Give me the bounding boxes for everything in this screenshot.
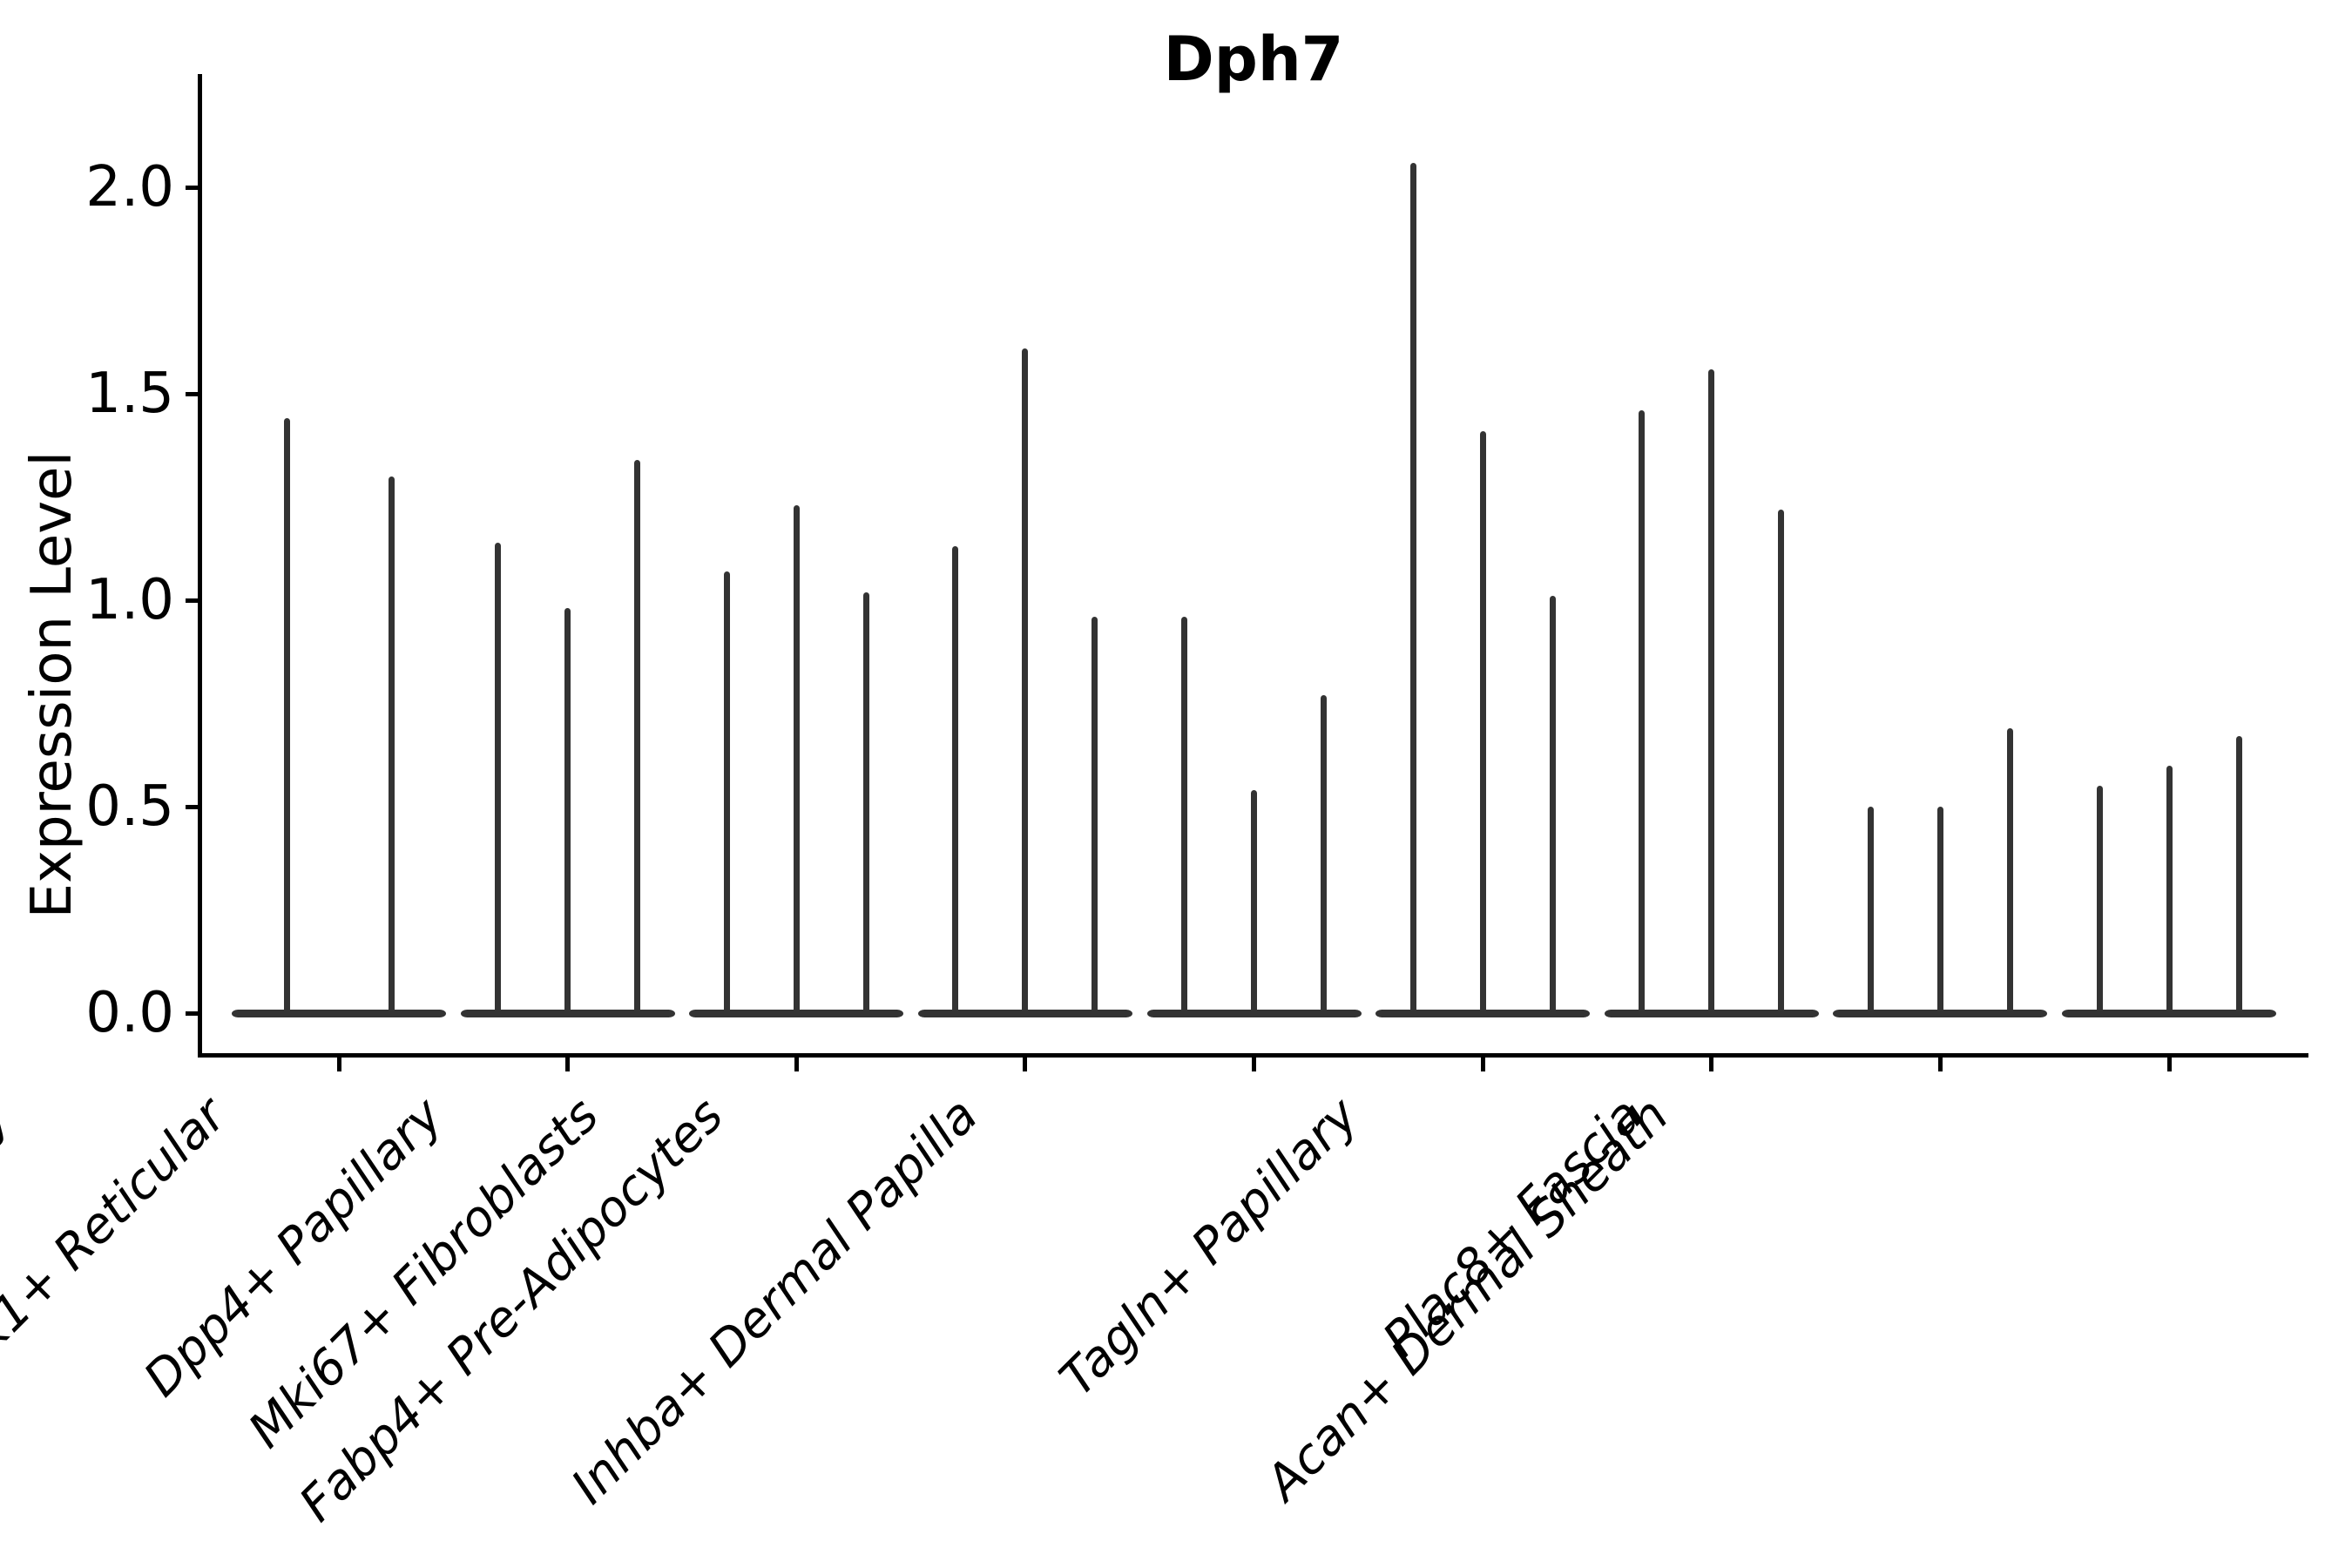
x-tick-mark <box>336 1058 341 1071</box>
x-tick-mark <box>565 1058 571 1071</box>
violin-spike <box>723 571 730 1016</box>
violin-spike <box>1022 348 1029 1016</box>
x-tick-label: Inhba+ Dermal Papilla <box>560 1087 989 1516</box>
x-tick-mark <box>2166 1058 2172 1071</box>
y-tick-label: 2.0 <box>85 155 174 220</box>
x-tick-mark <box>1709 1058 1714 1071</box>
y-axis-label: Expression Level <box>20 450 84 919</box>
violin-spike <box>862 591 869 1016</box>
y-tick-label: 0.5 <box>85 774 174 839</box>
violin-spike <box>1778 509 1785 1016</box>
violin-spike <box>1181 616 1188 1016</box>
violin-base <box>232 1009 446 1017</box>
violin-spike <box>1092 616 1098 1016</box>
y-tick-mark <box>186 804 199 809</box>
violin-spike <box>952 546 959 1016</box>
y-tick-label: 1.0 <box>85 568 174 632</box>
y-tick-label: 0.0 <box>85 981 174 1045</box>
violin-spike <box>1936 807 1943 1016</box>
y-tick-mark <box>186 1010 199 1016</box>
violin-spike <box>1479 430 1486 1016</box>
x-tick-mark <box>1252 1058 1257 1071</box>
violin-spike <box>1409 162 1416 1016</box>
violin-spike <box>1251 790 1258 1016</box>
violin-spike <box>2166 765 2173 1016</box>
violin-spike <box>793 504 800 1016</box>
violin-spike <box>1867 807 1874 1016</box>
y-tick-mark <box>186 185 199 190</box>
violin-spike <box>495 542 502 1016</box>
y-tick-mark <box>186 598 199 603</box>
y-tick-mark <box>186 391 199 396</box>
violin-spike <box>2235 736 2242 1016</box>
x-tick-mark <box>1480 1058 1485 1071</box>
x-tick-mark <box>794 1058 799 1071</box>
violin-spike <box>1708 368 1715 1016</box>
violin-spike <box>388 476 395 1016</box>
y-axis-spine <box>198 74 202 1058</box>
violin-spike <box>1639 409 1646 1016</box>
violin-spike <box>1549 596 1556 1016</box>
x-tick-mark <box>1023 1058 1028 1071</box>
violin-spike <box>1321 695 1328 1016</box>
violin-spike <box>283 418 290 1016</box>
x-tick-label: Tagln+ Papillary <box>1049 1087 1369 1408</box>
plot-title: Dph7 <box>1163 24 1344 95</box>
y-tick-label: 1.5 <box>85 362 174 426</box>
violin-spike <box>564 608 571 1016</box>
violin-spike <box>634 459 641 1016</box>
x-axis-spine <box>198 1053 2308 1058</box>
violin-spike <box>2006 727 2013 1016</box>
x-tick-mark <box>1937 1058 1943 1071</box>
violin-spike <box>2096 786 2103 1016</box>
